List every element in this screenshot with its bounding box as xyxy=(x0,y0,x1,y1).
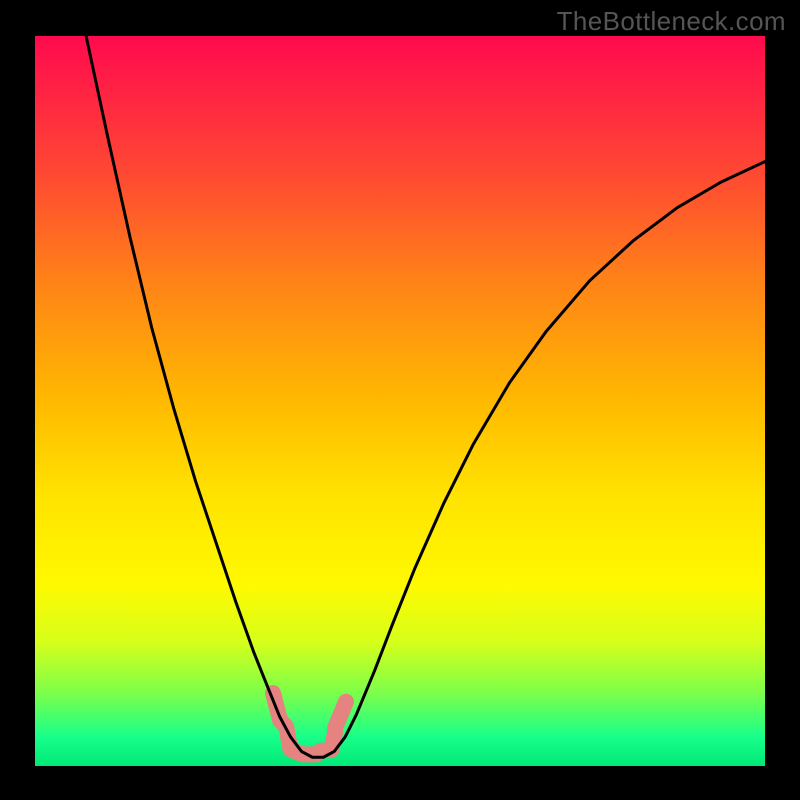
plot-area xyxy=(35,36,765,766)
gradient-background xyxy=(35,36,765,766)
watermark-text: TheBottleneck.com xyxy=(557,6,786,37)
